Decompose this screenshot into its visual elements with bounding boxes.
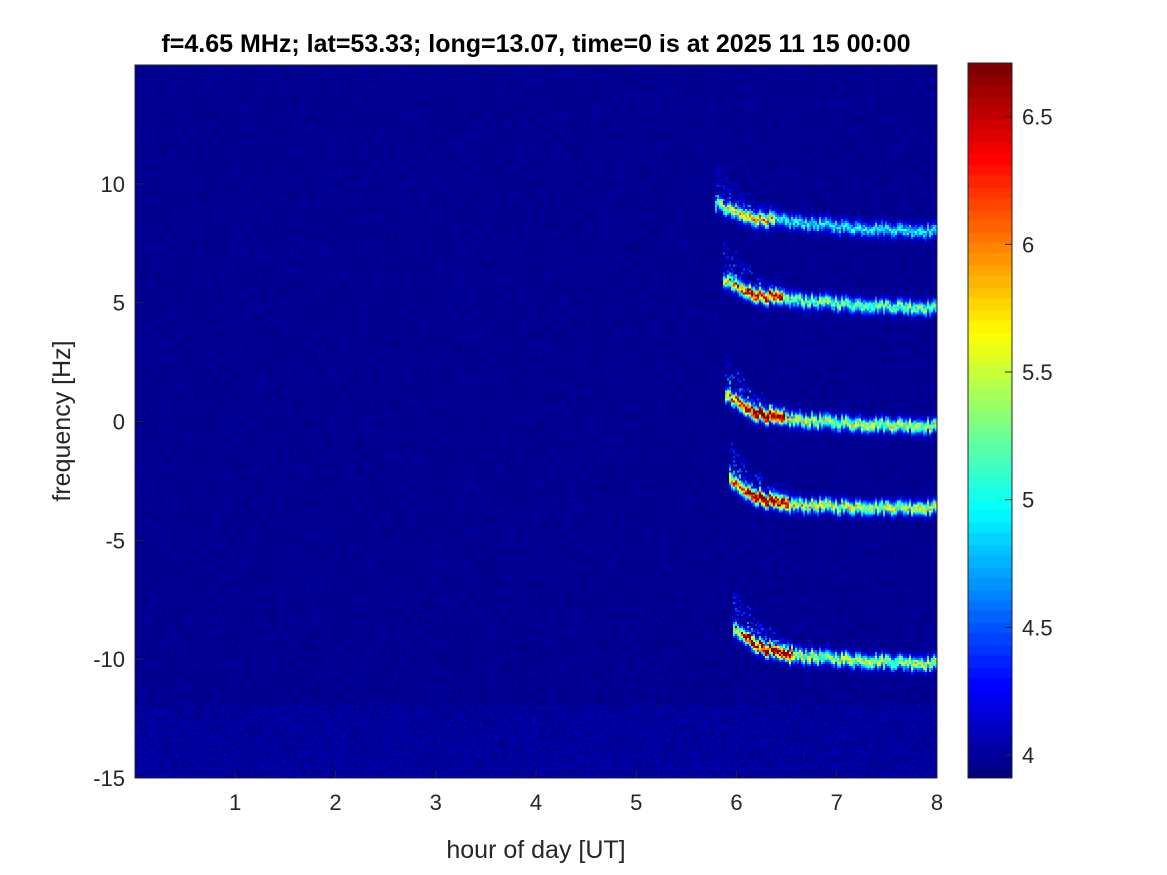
y-tick-label: 0 [113,410,125,435]
colorbar-tick-label: 5.5 [1022,360,1053,385]
x-tick-label: 2 [329,790,341,815]
colorbar [968,63,1012,778]
plot-frame [134,64,938,779]
x-tick-label: 5 [630,790,642,815]
y-tick-label: -10 [93,647,125,672]
colorbar-tick-label: 6 [1022,232,1034,257]
x-tick-label: 3 [430,790,442,815]
colorbar-tick-label: 4 [1022,743,1034,768]
spectrogram-heatmap [135,65,937,778]
x-tick-label: 1 [229,790,241,815]
colorbar-tick-label: 4.5 [1022,615,1053,640]
y-tick-label: -15 [93,766,125,791]
x-tick-label: 7 [831,790,843,815]
x-tick-label: 4 [530,790,542,815]
y-tick-label: 10 [101,172,125,197]
y-axis-label: frequency [Hz] [48,340,76,501]
x-axis-label: hour of day [UT] [446,836,625,864]
colorbar-frame [967,62,1013,779]
x-tick-label: 6 [730,790,742,815]
x-tick-label: 8 [931,790,943,815]
colorbar-tick-label: 5 [1022,488,1034,513]
chart-title: f=4.65 MHz; lat=53.33; long=13.07, time=… [161,30,910,58]
y-tick-label: 5 [113,291,125,316]
y-tick-label: -5 [105,528,125,553]
colorbar-tick-label: 6.5 [1022,105,1053,130]
